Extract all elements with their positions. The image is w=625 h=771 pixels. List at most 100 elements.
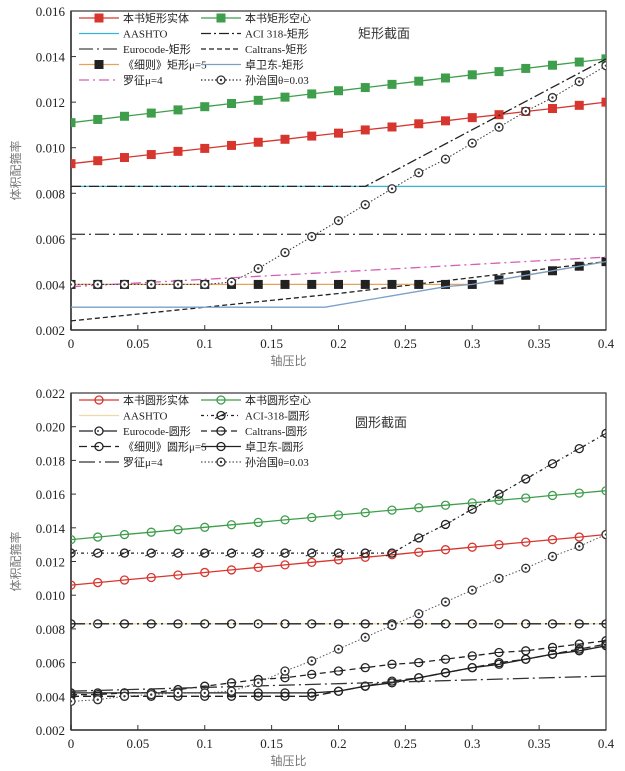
data-point [307, 548, 317, 558]
data-point [494, 619, 504, 629]
data-point-center [150, 283, 153, 286]
legend-label: ACI-318-圆形 [245, 410, 310, 423]
y-tick-label: 0.016 [36, 487, 66, 502]
data-point [334, 86, 343, 96]
data-point [71, 118, 76, 128]
legend-marker [216, 395, 226, 405]
circular-section-chart: 0 0.05 0.1 0.15 0.2 0.25 0.3 0.35 0.4 0.002 0.004 0… [8, 386, 615, 768]
series-line [71, 58, 606, 188]
data-point [467, 619, 477, 629]
legend-label: 卓卫东-矩形 [245, 59, 304, 72]
data-point [119, 575, 130, 585]
data-point [547, 459, 558, 469]
data-point-center [230, 280, 233, 284]
data-point [307, 279, 317, 289]
data-point [494, 495, 504, 505]
legend-label: 孙治国θ=0.03 [245, 73, 309, 87]
x-tick-label: 0.4 [598, 736, 615, 751]
data-point [521, 493, 531, 503]
data-point [601, 486, 606, 496]
data-point-center [71, 283, 73, 286]
legend-label: 《细则》圆形μ=5 [123, 441, 207, 454]
data-point-slash [252, 549, 265, 557]
data-point [200, 522, 210, 532]
series-group [71, 428, 606, 707]
data-point-center [283, 251, 287, 254]
data-point-center [497, 577, 501, 580]
data-point [93, 156, 103, 166]
data-point [360, 83, 370, 93]
data-point [387, 79, 397, 89]
x-tick-label: 0 [68, 336, 75, 351]
data-point-center [364, 636, 367, 639]
data-point [440, 519, 451, 530]
data-point-slash [71, 549, 78, 554]
data-point-slash [492, 490, 506, 498]
data-point-center [578, 545, 581, 548]
data-point-center [203, 691, 206, 695]
legend-marker [94, 441, 104, 452]
legend-label: AASHTO [123, 411, 167, 423]
data-point-center [123, 283, 126, 286]
legend-label: 孙治国θ=0.03 [245, 455, 309, 469]
data-point [280, 560, 290, 570]
data-point [387, 505, 397, 515]
data-point-center [230, 690, 233, 693]
data-point-center [257, 267, 260, 270]
data-point [601, 529, 606, 540]
data-point [441, 116, 450, 126]
data-point [440, 668, 451, 678]
data-point [71, 691, 76, 701]
data-point [574, 443, 584, 454]
x-tick-label: 0.3 [464, 336, 480, 351]
data-point [494, 110, 504, 120]
data-point-center [578, 80, 581, 83]
data-point [253, 688, 263, 698]
legend-label: 《细则》矩形μ=5 [123, 59, 207, 72]
x-tick-label: 0.25 [394, 336, 417, 351]
legend-marker [94, 60, 104, 69]
legend-label: 本书圆形空心 [245, 393, 311, 407]
data-point [253, 517, 263, 528]
x-tick-label: 0.1 [197, 336, 213, 351]
data-point-center [471, 141, 474, 145]
y-tick-label: 0.006 [36, 232, 66, 247]
data-point [360, 619, 370, 629]
data-point [467, 113, 477, 123]
data-point [601, 641, 606, 651]
data-point [441, 73, 450, 83]
series-line [71, 256, 606, 288]
data-point [307, 89, 317, 99]
data-point-center [96, 283, 99, 286]
y-tick-label: 0.008 [36, 622, 65, 637]
data-point [253, 548, 263, 558]
data-point [120, 153, 129, 163]
data-point [414, 76, 424, 86]
data-point [280, 688, 290, 698]
data-point [360, 681, 370, 691]
data-point [280, 134, 290, 144]
data-point [574, 100, 584, 110]
data-point [333, 555, 344, 565]
rectangular-section-chart: 0 0.05 0.1 0.15 0.2 0.25 0.3 0.35 0.4 0.002 0.004 0… [8, 4, 615, 368]
data-point-center [176, 691, 180, 695]
data-point [71, 619, 76, 629]
data-point [93, 548, 103, 558]
data-point-slash [439, 520, 452, 528]
data-point [146, 527, 156, 537]
legend-label: 罗征μ=4 [123, 74, 163, 87]
data-point [547, 490, 558, 501]
y-tick-label: 0.008 [36, 186, 65, 201]
x-tick-label: 0.35 [528, 736, 551, 751]
data-point-slash [91, 549, 104, 557]
data-point [146, 548, 156, 558]
data-point [494, 659, 504, 669]
x-tick-label: 0.2 [330, 336, 346, 351]
data-point [253, 619, 263, 629]
legend-label: 本书矩形空心 [245, 11, 311, 25]
data-point-slash [225, 549, 238, 557]
data-point-slash [573, 445, 586, 453]
y-tick-label: 0.002 [36, 723, 65, 738]
data-point [547, 649, 558, 659]
series-line [71, 490, 606, 541]
